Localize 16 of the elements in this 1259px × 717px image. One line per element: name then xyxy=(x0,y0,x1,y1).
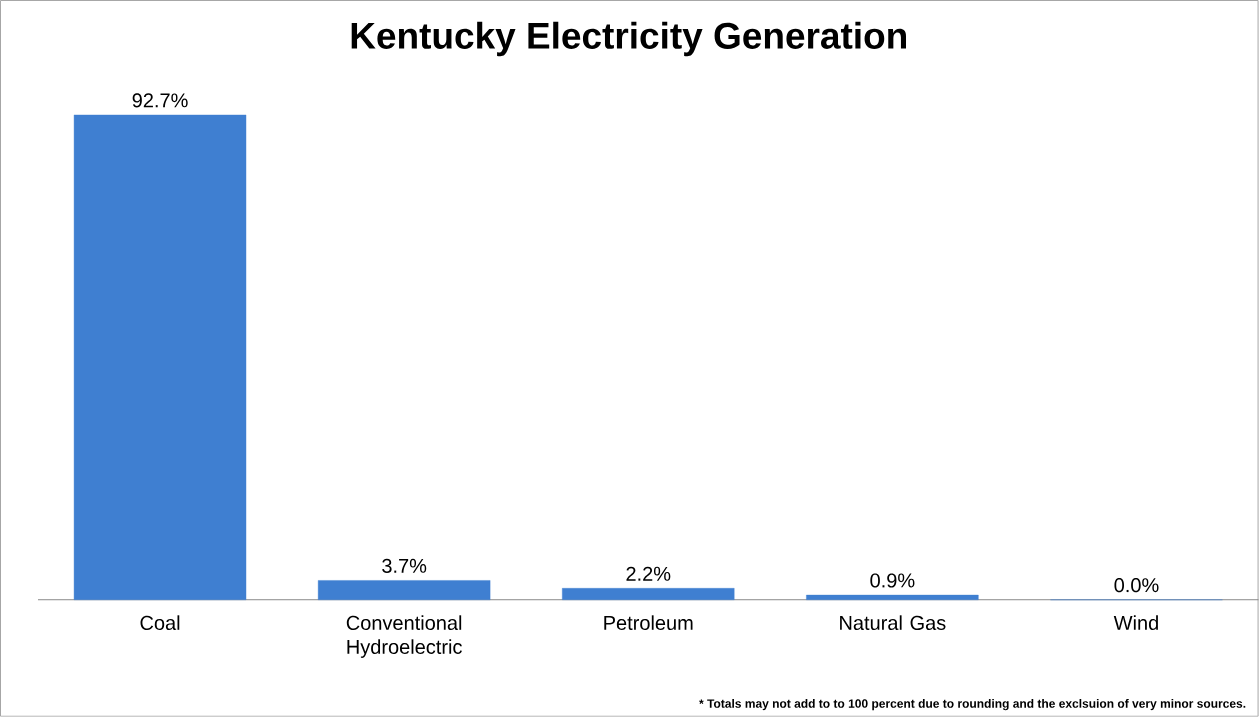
data-label: 92.7% xyxy=(132,93,188,108)
bar xyxy=(73,114,247,601)
data-label: 2.2% xyxy=(626,566,671,581)
chart-title: Kentucky Electricity Generation xyxy=(351,21,906,57)
x-tick-label: Petroleum xyxy=(604,615,693,631)
bar xyxy=(562,588,735,601)
x-tick-label: Coal xyxy=(140,615,180,631)
x-tick-label: Conventional Hydroelectric xyxy=(346,615,462,659)
x-tick-label: Natural Gas xyxy=(840,615,946,631)
data-label: 0.9% xyxy=(870,573,915,588)
data-label: 0.0% xyxy=(1114,578,1159,593)
bar xyxy=(806,595,979,601)
text: * Totals may not add to to 100 percent due to rounding and the exclsuion of very minor sources. xyxy=(699,699,1246,711)
bar xyxy=(317,580,491,601)
x-tick-label: Wind xyxy=(1113,615,1158,631)
data-label: 3.7% xyxy=(382,558,427,574)
